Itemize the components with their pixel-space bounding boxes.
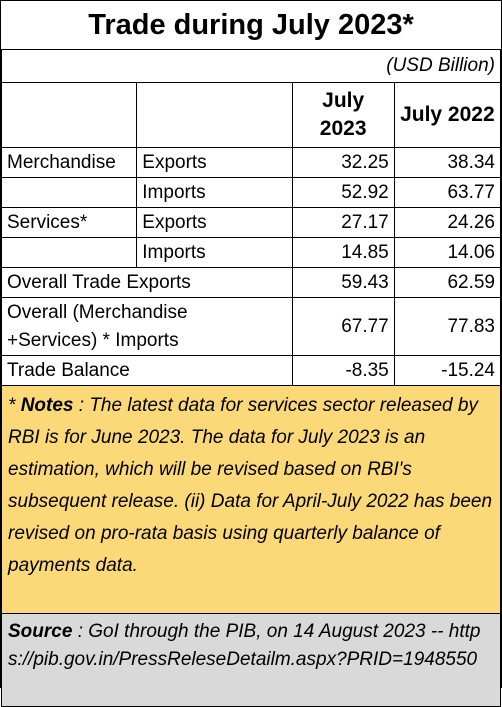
overall-imports-label-line2: +Services) * Imports bbox=[7, 329, 179, 351]
overall-exports-label: Overall Trade Exports bbox=[1, 267, 293, 298]
row-group-label: Merchandise bbox=[0, 147, 138, 178]
column-header-july-2022: July 2022 bbox=[393, 82, 502, 148]
source-box: Source : GoI through the PIB, on 14 Augu… bbox=[1, 613, 501, 707]
unit-label: (USD Billion) bbox=[1, 49, 501, 83]
value-2022: 14.06 bbox=[393, 237, 502, 268]
row-group-label bbox=[0, 237, 138, 268]
table-row: Imports 14.85 14.06 bbox=[0, 237, 502, 268]
row-flow-label: Exports bbox=[136, 207, 293, 238]
row-group-label: Services* bbox=[0, 207, 138, 238]
overall-exports-2023: 59.43 bbox=[291, 267, 395, 298]
table-row: Imports 52.92 63.77 bbox=[0, 177, 502, 208]
overall-exports-2022: 62.59 bbox=[393, 267, 502, 298]
header-blank-flow bbox=[136, 82, 293, 148]
notes-text: : The latest data for services sector re… bbox=[8, 395, 493, 576]
header-blank-group bbox=[0, 82, 138, 148]
row-flow-label: Imports bbox=[136, 237, 293, 268]
column-header-july-2023: July 2023 bbox=[291, 82, 395, 148]
value-2023: 14.85 bbox=[291, 237, 395, 268]
value-2023: 32.25 bbox=[291, 147, 395, 178]
source-heading: Source bbox=[8, 621, 73, 642]
value-2022: 24.26 bbox=[393, 207, 502, 238]
value-2022: 63.77 bbox=[393, 177, 502, 208]
table-row: Merchandise Exports 32.25 38.34 bbox=[0, 147, 502, 178]
notes-heading: Notes bbox=[20, 395, 74, 416]
overall-imports-row: Overall (Merchandise +Services) * Import… bbox=[1, 297, 502, 356]
source-text: : GoI through the PIB, on 14 August 2023… bbox=[8, 621, 481, 670]
row-flow-label: Exports bbox=[136, 147, 293, 178]
notes-prefix: * bbox=[8, 395, 21, 416]
row-flow-label: Imports bbox=[136, 177, 293, 208]
table-row: Services* Exports 27.17 24.26 bbox=[0, 207, 502, 238]
overall-imports-label-line1: Overall (Merchandise bbox=[7, 301, 188, 323]
trade-balance-label: Trade Balance bbox=[1, 355, 293, 386]
notes-box: * Notes : The latest data for services s… bbox=[1, 385, 501, 614]
overall-imports-label: Overall (Merchandise +Services) * Import… bbox=[1, 297, 293, 356]
trade-balance-2023: -8.35 bbox=[291, 355, 395, 386]
table-title: Trade during July 2023* bbox=[1, 1, 501, 50]
value-2023: 27.17 bbox=[291, 207, 395, 238]
value-2023: 52.92 bbox=[291, 177, 395, 208]
overall-imports-2022: 77.83 bbox=[393, 297, 502, 356]
overall-exports-row: Overall Trade Exports 59.43 62.59 bbox=[1, 267, 502, 298]
trade-balance-2022: -15.24 bbox=[393, 355, 502, 386]
value-2022: 38.34 bbox=[393, 147, 502, 178]
row-group-label bbox=[0, 177, 138, 208]
trade-balance-row: Trade Balance -8.35 -15.24 bbox=[1, 355, 502, 386]
overall-imports-2023: 67.77 bbox=[291, 297, 395, 356]
